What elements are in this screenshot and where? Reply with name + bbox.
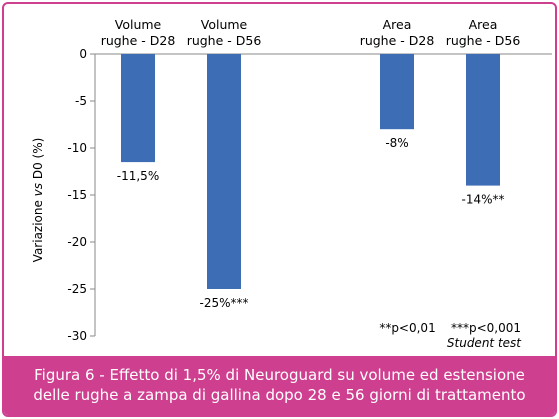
data-label: -25%***: [199, 296, 248, 310]
data-labels: -11,5% -25%*** -8% -14%**: [117, 136, 505, 310]
y-tick-label: -30: [67, 329, 87, 343]
data-label: -8%: [385, 136, 408, 150]
significance-note: **p<0,01 ***p<0,001: [379, 321, 521, 335]
data-label: -14%**: [461, 193, 504, 207]
y-tick-label: -5: [75, 94, 87, 108]
category-label: Area: [383, 17, 412, 32]
y-axis-ticks: 0 -5 -10 -15 -20 -25 -30: [67, 47, 95, 343]
category-label: rughe - D56: [446, 33, 521, 48]
category-label: rughe - D28: [101, 33, 176, 48]
bars-group: [121, 54, 500, 289]
bar: [121, 54, 155, 163]
caption-line-2: delle rughe a zampa di gallina dopo 28 e…: [33, 386, 526, 404]
category-label: Area: [469, 17, 498, 32]
bar: [380, 54, 414, 130]
bar: [207, 54, 241, 289]
category-label: Volume: [201, 17, 248, 32]
caption-line-1: Figura 6 - Effetto di 1,5% di Neuroguard…: [34, 366, 525, 384]
y-tick-label: 0: [79, 47, 87, 61]
figure-caption: Figura 6 - Effetto di 1,5% di Neuroguard…: [4, 356, 555, 415]
data-label: -11,5%: [117, 169, 159, 183]
y-tick-label: -15: [67, 188, 87, 202]
y-axis-label: Variazione vs D0 (%): [31, 138, 45, 263]
y-tick-label: -20: [67, 235, 87, 249]
bar: [466, 54, 500, 186]
y-tick-label: -25: [67, 282, 87, 296]
test-note: Student test: [447, 336, 522, 350]
category-label: Volume: [115, 17, 162, 32]
y-tick-label: -10: [67, 141, 87, 155]
category-label: rughe - D28: [360, 33, 435, 48]
category-label: rughe - D56: [187, 33, 262, 48]
